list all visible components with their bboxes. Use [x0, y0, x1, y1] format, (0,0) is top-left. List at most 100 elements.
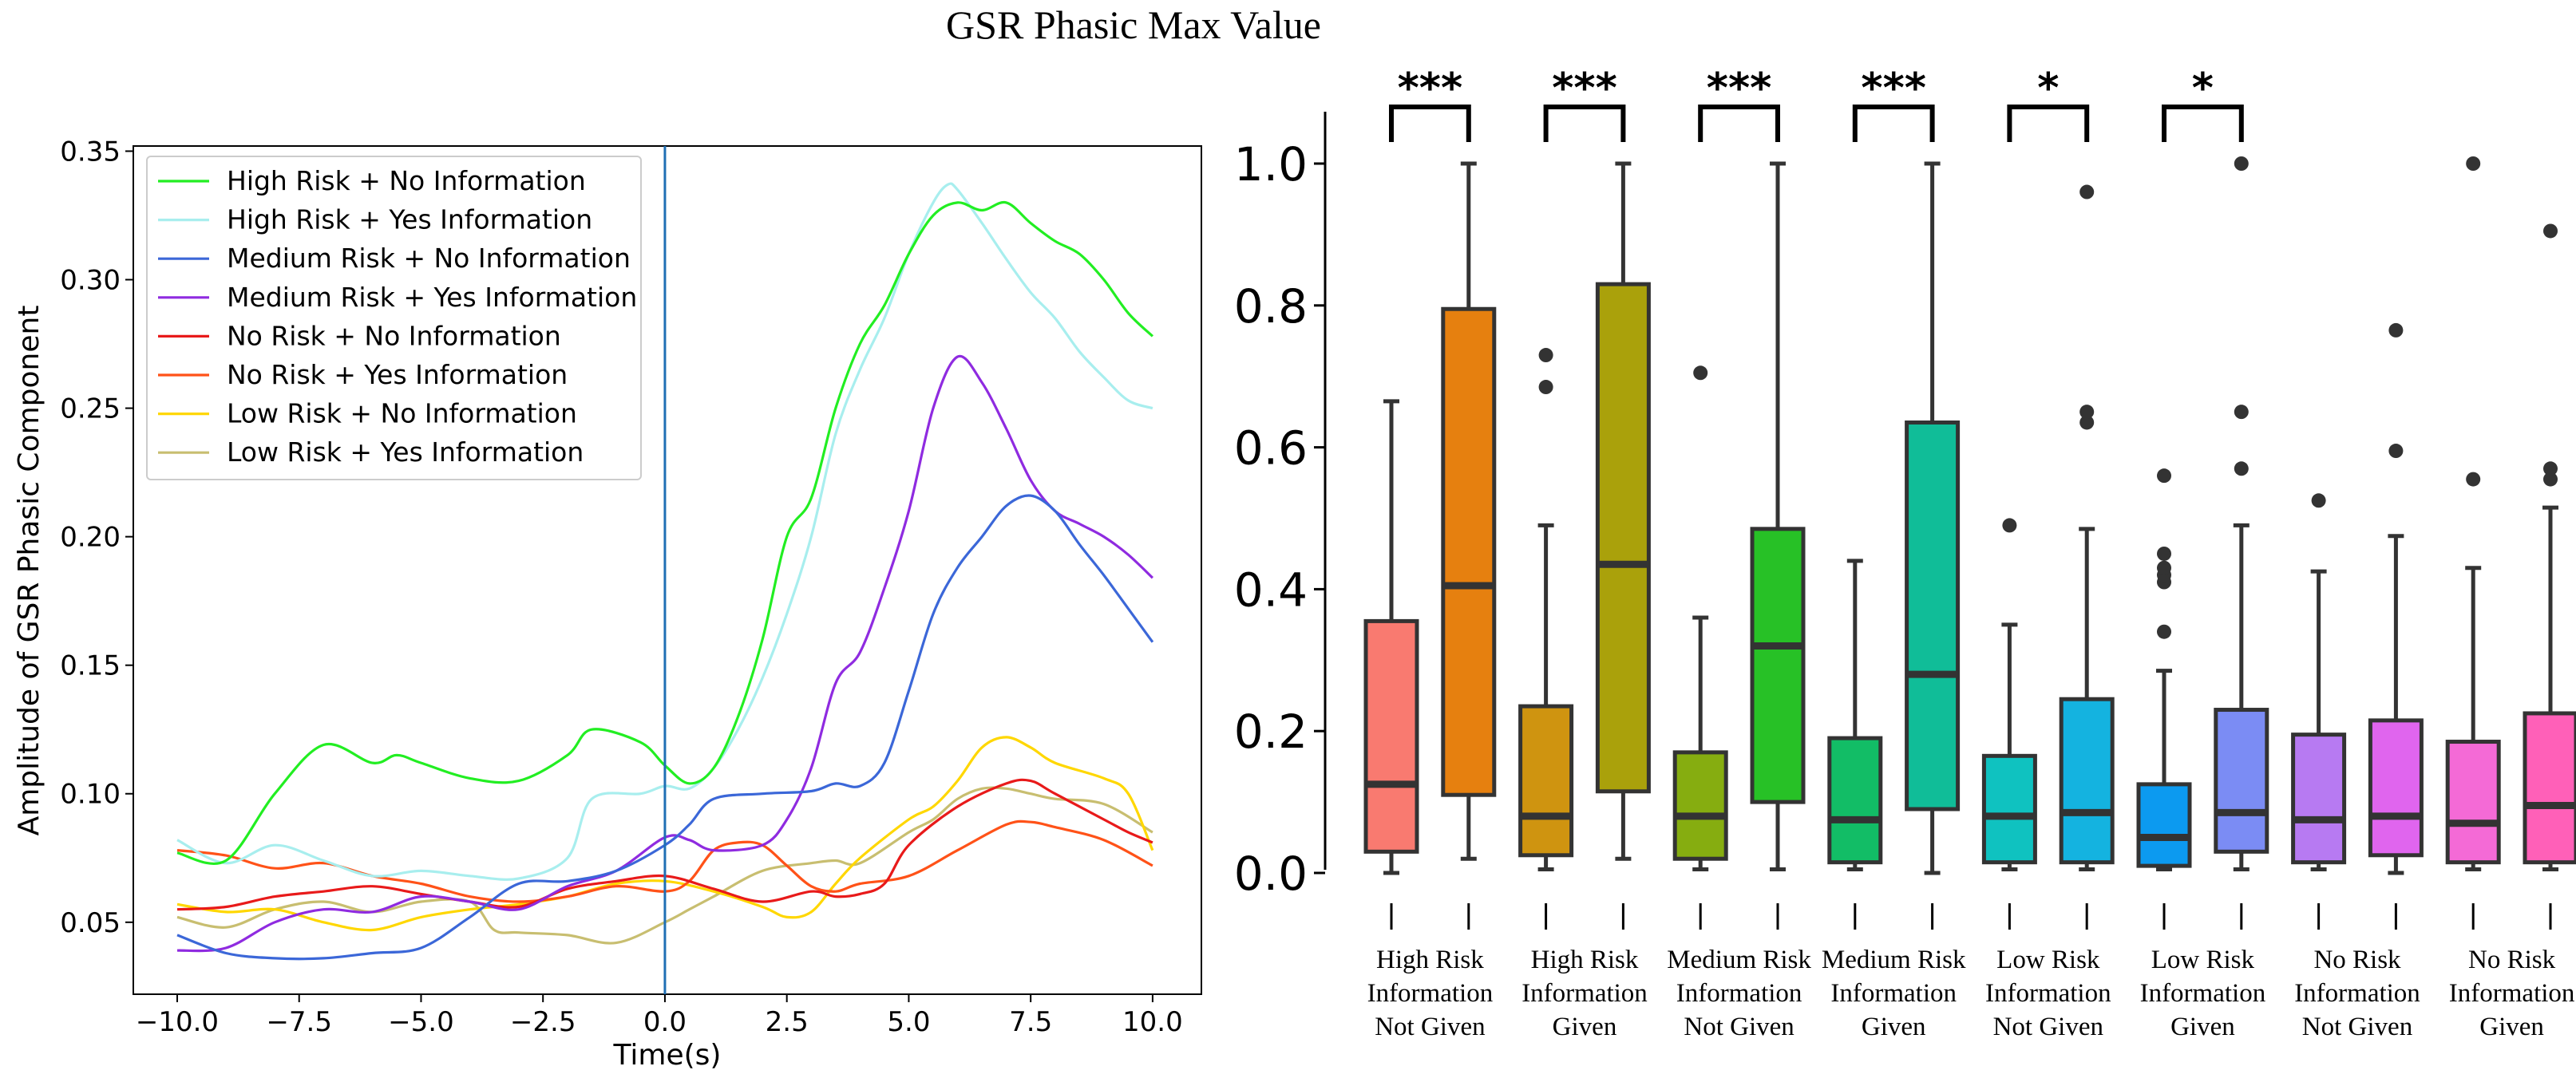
y-tick-label: 0.4: [1234, 563, 1308, 617]
y-tick-label: 0.05: [60, 907, 121, 939]
y-tick-label: 0.15: [60, 650, 121, 682]
y-tick-label: 1.0: [1234, 137, 1308, 192]
significance-stars: ***: [1398, 65, 1463, 113]
box-2: [1518, 348, 1574, 872]
category-labels: High Risk Information Not Given High Risk In…: [1367, 946, 2575, 1041]
line-chart-x-ticks: −10.0 −7.5 −5.0 −2.5 0.0 2.5 5.0 7.5 10.0: [136, 994, 1183, 1038]
box-body: [1441, 306, 1497, 797]
category-label-line: Medium Risk: [1667, 946, 1811, 974]
legend-label: Medium Risk + No Information: [227, 243, 631, 274]
series-line: [176, 778, 1153, 911]
outlier-point: [2157, 468, 2171, 484]
box-body: [2523, 711, 2576, 865]
box-body: [2368, 718, 2424, 858]
significance-bracket: [1852, 105, 1935, 142]
box-body: [2214, 708, 2269, 854]
box-body: [2445, 740, 2501, 865]
box-body: [1827, 736, 1883, 865]
category-label-line: Not Given: [1993, 1013, 2103, 1041]
box-8: [1981, 518, 2037, 872]
figure-title: GSR Phasic Max Value: [946, 2, 1321, 47]
outlier-point: [2079, 415, 2095, 430]
series-line: [176, 494, 1154, 961]
outlier-point: [1693, 365, 1708, 381]
box-body: [1363, 618, 1419, 854]
box-6: [1827, 559, 1883, 872]
legend-items: High Risk + No Information High Risk + Ye…: [158, 165, 637, 468]
significance-stars: ***: [1552, 65, 1617, 113]
legend-label: High Risk + Yes Information: [227, 204, 592, 235]
significance-stars: ***: [1707, 65, 1772, 113]
box-12: [2291, 493, 2347, 872]
y-tick-label: 0.8: [1234, 279, 1308, 334]
box-0: [1363, 399, 1419, 875]
category-label-line: High Risk: [1376, 946, 1484, 974]
y-tick-label: 0.20: [60, 522, 121, 554]
outlier-point: [2079, 184, 2095, 199]
box-1: [1441, 161, 1497, 861]
outlier-point: [2234, 405, 2249, 420]
box-body: [1981, 753, 2037, 865]
category-label-line: No Risk: [2313, 946, 2401, 974]
significance-stars: *: [2037, 65, 2059, 113]
outlier-point: [2234, 156, 2249, 171]
x-tick-label: 7.5: [1009, 1006, 1052, 1038]
box-9: [2059, 184, 2115, 872]
box-body: [1905, 420, 1961, 812]
significance-bracket: [1543, 105, 1626, 142]
legend-box: [146, 156, 642, 480]
box-chart-x-ticks: [1390, 903, 2552, 930]
significance-brackets: *** *** *** *** * *: [1389, 65, 2244, 142]
significance-stars: *: [2192, 65, 2214, 113]
y-tick-label: 0.0: [1234, 847, 1308, 901]
box-body: [2059, 697, 2115, 865]
legend-label: Low Risk + Yes Information: [227, 436, 584, 468]
box-chart-y-ticks: 0.0 0.2 0.4 0.6 0.8 1.0: [1234, 137, 1325, 901]
outlier-point: [2002, 518, 2017, 533]
outlier-point: [2466, 472, 2481, 487]
box-10: [2136, 468, 2192, 872]
category-label-line: Given: [1553, 1013, 1617, 1041]
x-tick-label: 5.0: [887, 1006, 930, 1038]
significance-bracket: [1389, 105, 1471, 142]
box-body: [1672, 750, 1728, 861]
category-label-line: Information: [2294, 979, 2420, 1008]
significance-bracket: [2007, 105, 2090, 142]
category-label-line: Information: [1830, 979, 1957, 1008]
box-chart: 0.00.20.40.60.81.0 *** *** *** *** * * High R…: [1234, 65, 2576, 1041]
box-4: [1672, 365, 1728, 872]
significance-bracket: [1698, 105, 1780, 142]
legend-label: High Risk + No Information: [227, 165, 586, 196]
outlier-point: [2311, 493, 2326, 508]
category-label-line: Given: [1862, 1013, 1926, 1041]
box-body: [2291, 733, 2347, 865]
outlier-point: [2543, 223, 2558, 239]
box-13: [2368, 322, 2424, 875]
significance-stars: ***: [1861, 65, 1926, 113]
line-chart-series: [176, 182, 1154, 961]
x-tick-label: 2.5: [766, 1006, 809, 1038]
category-label-line: Information: [1985, 979, 2111, 1008]
y-axis-title: Amplitude of GSR Phasic Component: [13, 306, 46, 836]
category-label-line: Low Risk: [1996, 946, 2100, 974]
x-axis-title: Time(s): [613, 1039, 722, 1072]
x-tick-label: 10.0: [1122, 1006, 1183, 1038]
box-body: [2136, 782, 2192, 868]
category-label-line: Information: [2449, 979, 2575, 1008]
y-tick-label: 0.25: [60, 393, 121, 425]
category-label-line: Information: [1367, 979, 1494, 1008]
series-line: [176, 182, 1153, 881]
outlier-point: [2157, 560, 2171, 575]
legend: High Risk + No Information High Risk + Ye…: [146, 156, 642, 480]
category-label-line: Information: [1521, 979, 1648, 1008]
box-7: [1905, 161, 1961, 875]
box-body: [1595, 282, 1651, 794]
box-15: [2523, 223, 2576, 872]
category-label-line: Medium Risk: [1822, 946, 1966, 974]
x-tick-label: −7.5: [266, 1006, 332, 1038]
category-label-line: High Risk: [1531, 946, 1639, 974]
legend-label: Medium Risk + Yes Information: [227, 282, 637, 313]
box-chart-boxes: [1363, 156, 2576, 875]
box-11: [2214, 156, 2269, 872]
